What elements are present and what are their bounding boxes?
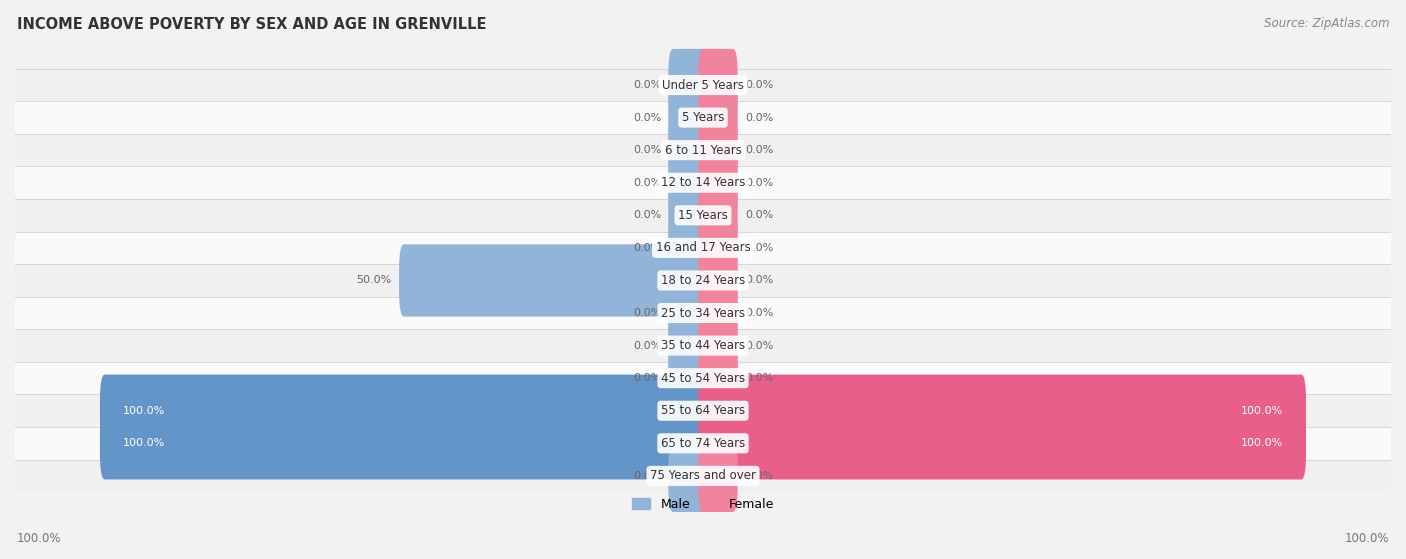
Text: 100.0%: 100.0% xyxy=(122,438,165,448)
Text: Source: ZipAtlas.com: Source: ZipAtlas.com xyxy=(1264,17,1389,30)
Bar xyxy=(15,167,1391,199)
FancyBboxPatch shape xyxy=(699,310,738,382)
Text: 0.0%: 0.0% xyxy=(745,243,773,253)
FancyBboxPatch shape xyxy=(100,375,707,447)
Text: 0.0%: 0.0% xyxy=(633,471,661,481)
Text: 0.0%: 0.0% xyxy=(633,80,661,90)
FancyBboxPatch shape xyxy=(399,244,707,316)
FancyBboxPatch shape xyxy=(699,179,738,252)
Text: 16 and 17 Years: 16 and 17 Years xyxy=(655,241,751,254)
Text: Under 5 Years: Under 5 Years xyxy=(662,78,744,92)
FancyBboxPatch shape xyxy=(668,440,707,512)
Text: 12 to 14 Years: 12 to 14 Years xyxy=(661,176,745,190)
FancyBboxPatch shape xyxy=(668,310,707,382)
Bar xyxy=(15,134,1391,167)
Text: INCOME ABOVE POVERTY BY SEX AND AGE IN GRENVILLE: INCOME ABOVE POVERTY BY SEX AND AGE IN G… xyxy=(17,17,486,32)
Text: 100.0%: 100.0% xyxy=(17,532,62,545)
Text: 50.0%: 50.0% xyxy=(357,276,392,286)
Bar xyxy=(15,362,1391,395)
Text: 100.0%: 100.0% xyxy=(1241,406,1284,416)
Text: 100.0%: 100.0% xyxy=(1241,438,1284,448)
FancyBboxPatch shape xyxy=(668,49,707,121)
Text: 0.0%: 0.0% xyxy=(745,145,773,155)
FancyBboxPatch shape xyxy=(668,179,707,252)
Text: 5 Years: 5 Years xyxy=(682,111,724,124)
FancyBboxPatch shape xyxy=(668,342,707,414)
FancyBboxPatch shape xyxy=(668,277,707,349)
Bar xyxy=(15,264,1391,297)
Text: 65 to 74 Years: 65 to 74 Years xyxy=(661,437,745,450)
FancyBboxPatch shape xyxy=(100,407,707,480)
FancyBboxPatch shape xyxy=(699,244,738,316)
FancyBboxPatch shape xyxy=(699,146,738,219)
Text: 0.0%: 0.0% xyxy=(633,112,661,122)
FancyBboxPatch shape xyxy=(699,212,738,284)
Text: 0.0%: 0.0% xyxy=(745,178,773,188)
Text: 0.0%: 0.0% xyxy=(745,340,773,350)
Text: 0.0%: 0.0% xyxy=(633,373,661,383)
Text: 25 to 34 Years: 25 to 34 Years xyxy=(661,306,745,320)
Text: 0.0%: 0.0% xyxy=(745,373,773,383)
Text: 0.0%: 0.0% xyxy=(633,145,661,155)
Text: 0.0%: 0.0% xyxy=(633,178,661,188)
Text: 0.0%: 0.0% xyxy=(633,210,661,220)
FancyBboxPatch shape xyxy=(699,114,738,186)
Text: 35 to 44 Years: 35 to 44 Years xyxy=(661,339,745,352)
Text: 18 to 24 Years: 18 to 24 Years xyxy=(661,274,745,287)
Bar xyxy=(15,231,1391,264)
Text: 55 to 64 Years: 55 to 64 Years xyxy=(661,404,745,417)
Text: 0.0%: 0.0% xyxy=(745,210,773,220)
Text: 0.0%: 0.0% xyxy=(745,112,773,122)
Text: 45 to 54 Years: 45 to 54 Years xyxy=(661,372,745,385)
Legend: Male, Female: Male, Female xyxy=(627,492,779,515)
Bar xyxy=(15,395,1391,427)
FancyBboxPatch shape xyxy=(668,82,707,154)
FancyBboxPatch shape xyxy=(668,114,707,186)
Text: 0.0%: 0.0% xyxy=(745,308,773,318)
FancyBboxPatch shape xyxy=(699,407,1306,480)
Bar xyxy=(15,297,1391,329)
Text: 75 Years and over: 75 Years and over xyxy=(650,470,756,482)
Bar xyxy=(15,329,1391,362)
Bar xyxy=(15,69,1391,101)
Bar xyxy=(15,427,1391,459)
Text: 0.0%: 0.0% xyxy=(745,80,773,90)
Text: 0.0%: 0.0% xyxy=(745,471,773,481)
Bar xyxy=(15,459,1391,492)
Text: 100.0%: 100.0% xyxy=(122,406,165,416)
Text: 100.0%: 100.0% xyxy=(1344,532,1389,545)
FancyBboxPatch shape xyxy=(699,375,1306,447)
Text: 0.0%: 0.0% xyxy=(745,276,773,286)
FancyBboxPatch shape xyxy=(699,49,738,121)
FancyBboxPatch shape xyxy=(699,82,738,154)
Text: 0.0%: 0.0% xyxy=(633,340,661,350)
FancyBboxPatch shape xyxy=(668,146,707,219)
Text: 15 Years: 15 Years xyxy=(678,209,728,222)
FancyBboxPatch shape xyxy=(699,277,738,349)
FancyBboxPatch shape xyxy=(699,440,738,512)
Bar xyxy=(15,199,1391,231)
Text: 0.0%: 0.0% xyxy=(633,243,661,253)
Text: 6 to 11 Years: 6 to 11 Years xyxy=(665,144,741,157)
FancyBboxPatch shape xyxy=(668,212,707,284)
Text: 0.0%: 0.0% xyxy=(633,308,661,318)
FancyBboxPatch shape xyxy=(699,342,738,414)
Bar xyxy=(15,101,1391,134)
